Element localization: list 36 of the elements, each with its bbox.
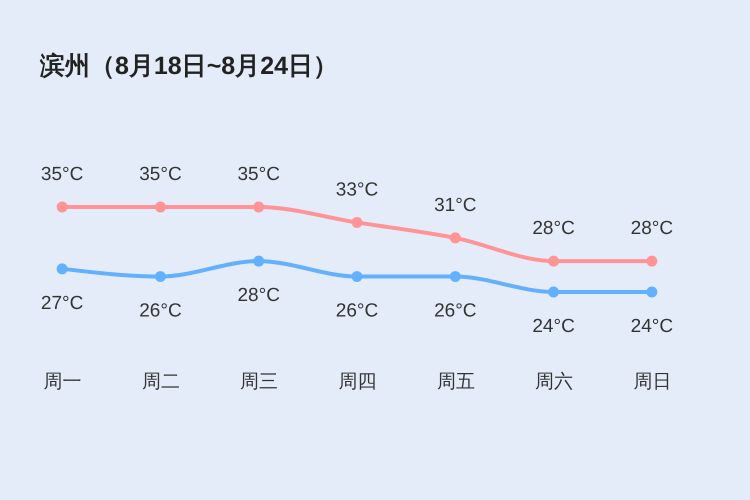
data-label: 28°C <box>532 218 575 240</box>
point <box>253 256 264 267</box>
point <box>646 256 658 267</box>
data-label: 28°C <box>237 285 280 306</box>
data-label: 26°C <box>139 300 182 322</box>
x-tick-label: 周一 <box>44 372 82 392</box>
point <box>154 202 166 212</box>
data-label: 24°C <box>630 316 674 337</box>
point <box>646 286 658 298</box>
point <box>450 232 461 244</box>
point <box>253 202 264 212</box>
point <box>450 271 461 282</box>
x-tick-label: 周三 <box>240 372 278 392</box>
x-tick-label: 周四 <box>338 372 376 392</box>
x-tick-label: 周六 <box>535 370 574 392</box>
x-tick-label: 周五 <box>436 372 475 392</box>
data-label: 35°C <box>237 164 280 185</box>
data-label: 35°C <box>40 164 84 185</box>
data-label: 31°C <box>434 194 477 216</box>
data-label: 26°C <box>336 300 378 322</box>
data-label: 33°C <box>336 179 378 200</box>
point <box>154 271 166 282</box>
data-label: 35°C <box>139 164 182 185</box>
point <box>548 256 560 267</box>
point <box>548 286 560 298</box>
point <box>56 202 68 212</box>
point <box>56 263 68 274</box>
point <box>352 271 362 282</box>
x-tick-label: 周二 <box>142 372 180 392</box>
point <box>352 216 362 228</box>
x-tick-label: 周日 <box>633 372 672 392</box>
chart-title: 滨州（8月18日~8月24日） <box>39 52 338 80</box>
data-label: 26°C <box>434 300 477 322</box>
data-label: 27°C <box>40 292 84 314</box>
data-label: 28°C <box>630 218 674 240</box>
data-label: 24°C <box>532 316 575 337</box>
